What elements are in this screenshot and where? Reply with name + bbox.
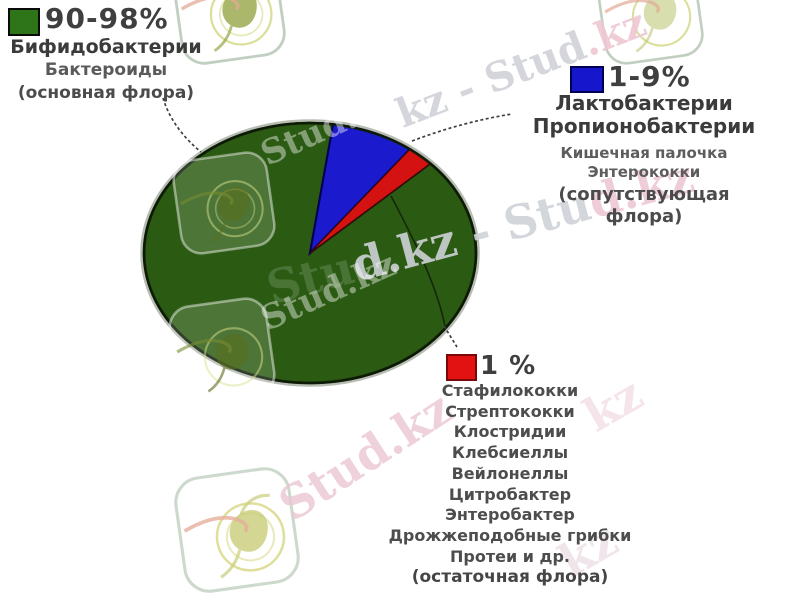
legend-main-flora: 90-98% Бифидобактерии Бактероиды (основн… bbox=[0, 2, 212, 105]
legend-acc-line: Лактобактерии bbox=[555, 91, 733, 115]
legend-acc-pct-row: 1-9% bbox=[518, 60, 770, 93]
legend-res-line: Стафилококки bbox=[441, 381, 579, 400]
legend-res-line: Вейлонеллы bbox=[451, 463, 569, 483]
leader-line-residual-tick bbox=[443, 325, 458, 348]
legend-main-pct-row: 90-98% bbox=[0, 2, 212, 36]
legend-res-pct-row: 1 % bbox=[372, 347, 648, 381]
legend-res-pct: 1 % bbox=[480, 351, 537, 381]
blue-swatch-icon bbox=[570, 66, 604, 93]
legend-res-line: Энтеробактер bbox=[445, 505, 575, 525]
leader-line-main-flora bbox=[162, 97, 202, 153]
legend-res-line: Клебсиеллы bbox=[451, 443, 569, 463]
legend-res-line: Стрептококки bbox=[445, 401, 575, 421]
red-swatch-icon bbox=[446, 354, 477, 381]
legend-accompanying-flora: 1-9% Лактобактерии Пропионобактерии Кише… bbox=[518, 60, 770, 228]
legend-res-line: Дрожжеподобные грибки bbox=[388, 525, 632, 545]
legend-res-line: (остаточная флора) bbox=[411, 567, 609, 588]
pie-outline bbox=[142, 121, 478, 385]
legend-main-line: Бактероиды bbox=[44, 60, 168, 80]
legend-res-line: Протеи и др. bbox=[450, 546, 570, 566]
legend-acc-pct: 1-9% bbox=[608, 60, 691, 93]
green-swatch-icon bbox=[8, 8, 40, 36]
legend-acc-line: Пропионобактерии bbox=[532, 114, 756, 138]
legend-residual-flora: 1 % Стафилококки Стрептококки Клостридии… bbox=[372, 347, 648, 588]
leader-line-residual-inpie bbox=[390, 195, 446, 327]
legend-acc-line: Кишечная палочка bbox=[560, 144, 728, 162]
legend-main-pct: 90-98% bbox=[45, 2, 169, 35]
legend-main-line: Бифидобактерии bbox=[10, 36, 202, 58]
legend-res-line: Цитробактер bbox=[448, 484, 572, 504]
legend-acc-line: Энтерококки bbox=[587, 163, 701, 181]
legend-acc-line: (сопутствующая флора) bbox=[558, 184, 730, 227]
legend-res-line: Клостридии bbox=[453, 422, 567, 442]
leader-line-accompanying-flora bbox=[411, 113, 513, 142]
legend-main-line: (основная флора) bbox=[17, 83, 195, 103]
